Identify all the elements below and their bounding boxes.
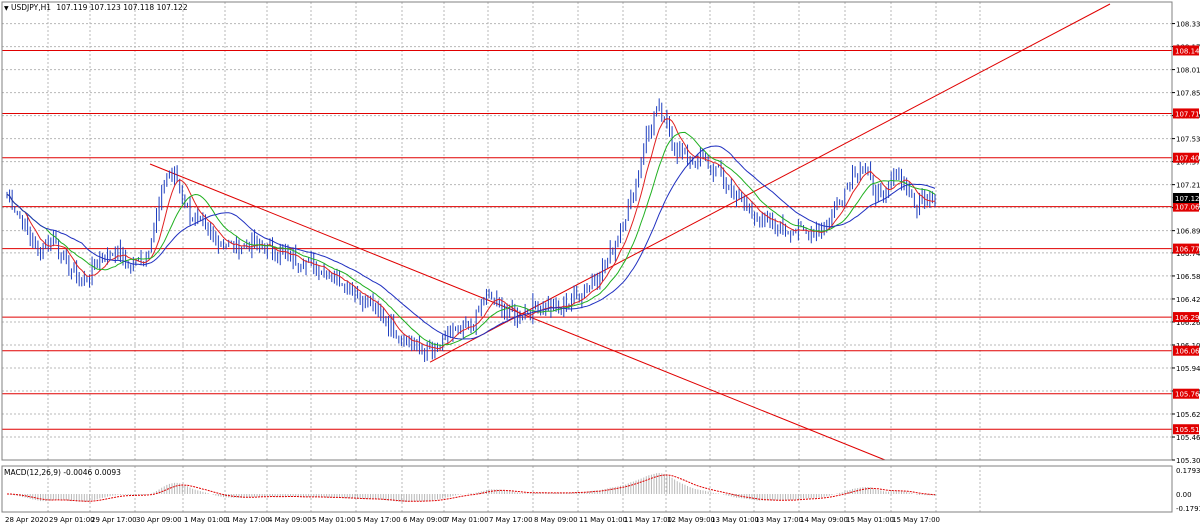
rising-trendline: [429, 3, 1111, 363]
price-label: 105.620: [1176, 411, 1200, 419]
level-label: 107.402: [1175, 155, 1200, 163]
price-label: 105.460: [1176, 434, 1200, 442]
level-label: 107.062: [1175, 204, 1200, 212]
time-label: 5 May 17:00: [357, 516, 401, 524]
level-label: 105.761: [1175, 391, 1200, 399]
macd-panel: [7, 472, 936, 502]
ohlc-values: 107.119 107.123 107.118 107.122: [56, 3, 188, 12]
price-label: 106.740: [1176, 250, 1200, 258]
price-label: 106.420: [1176, 296, 1200, 304]
axes: [1, 1, 1175, 513]
sma-slow: [6, 145, 936, 340]
current-price-tag: [1173, 192, 1199, 203]
level-tag: [1173, 345, 1199, 356]
time-label: 5 May 01:00: [312, 516, 356, 524]
time-label: 4 May 09:00: [268, 516, 312, 524]
time-label: 7 May 17:00: [489, 516, 533, 524]
macd-frame: [1, 465, 1173, 513]
sma-mid: [6, 131, 936, 346]
time-label: 1 May 01:00: [184, 516, 228, 524]
level-label: 107.710: [1175, 110, 1200, 118]
level-tag: [1173, 388, 1199, 399]
time-label: 30 Apr 09:00: [136, 516, 182, 524]
price-label: 106.260: [1176, 319, 1200, 327]
level-tag: [1173, 312, 1199, 323]
price-label: 106.580: [1176, 273, 1200, 281]
time-label: 13 May 17:00: [755, 516, 803, 524]
price-label: 107.535: [1176, 136, 1200, 144]
price-label: 108.015: [1176, 67, 1200, 75]
time-label: 7 May 01:00: [445, 516, 489, 524]
time-label: 15 May 01:00: [846, 516, 894, 524]
symbol-label: USDJPY,H1: [11, 3, 51, 12]
level-label: 106.294: [1175, 314, 1200, 322]
price-label: 106.895: [1176, 228, 1200, 236]
time-label: 28 Apr 2020: [5, 516, 48, 524]
time-label: 8 May 09:00: [534, 516, 578, 524]
level-label: 106.770: [1175, 246, 1200, 254]
price-label: 107.855: [1176, 90, 1200, 98]
current-price-label: 107.122: [1175, 195, 1200, 203]
collapse-caret-icon[interactable]: ▼: [4, 5, 9, 12]
time-label: 14 May 09:00: [800, 516, 848, 524]
time-label: 11 May 17:00: [624, 516, 672, 524]
time-label: 29 Apr 01:00: [49, 516, 95, 524]
macd-tick: 0.1793: [1176, 467, 1200, 475]
grid: [2, 2, 1172, 512]
sma-fast: [6, 118, 936, 350]
chart-header: ▼ USDJPY,H1 107.119 107.123 107.118 107.…: [4, 3, 188, 12]
trendlines: [149, 3, 1111, 461]
price-label: 108.335: [1176, 21, 1200, 29]
time-label: 12 May 09:00: [667, 516, 715, 524]
time-label: 6 May 09:00: [403, 516, 447, 524]
macd-label: MACD(12,26,9) -0.0046 0.0093: [4, 468, 121, 477]
level-label: 106.060: [1175, 348, 1200, 356]
price-label: 107.215: [1176, 182, 1200, 190]
macd-tick: -0.1793: [1176, 505, 1200, 513]
level-label: 105.514: [1175, 426, 1200, 434]
level-tag: [1173, 243, 1199, 254]
level-tag: [1173, 152, 1199, 163]
time-label: 15 May 17:00: [892, 516, 940, 524]
time-label: 11 May 01:00: [579, 516, 627, 524]
level-tag: [1173, 45, 1199, 56]
time-label: 29 Apr 17:00: [91, 516, 137, 524]
level-label: 108.148: [1175, 47, 1200, 55]
level-tag: [1173, 424, 1199, 435]
macd-signal-line: [7, 474, 936, 502]
time-label: 1 May 17:00: [226, 516, 270, 524]
macd-tick: 0.00: [1176, 491, 1192, 499]
moving-averages: [6, 118, 936, 350]
level-tag: [1173, 201, 1199, 212]
price-label: 105.940: [1176, 365, 1200, 373]
level-tag: [1173, 108, 1199, 119]
time-label: 13 May 01:00: [711, 516, 759, 524]
price-label: 105.300: [1176, 457, 1200, 465]
horizontal-levels: [2, 49, 1172, 430]
